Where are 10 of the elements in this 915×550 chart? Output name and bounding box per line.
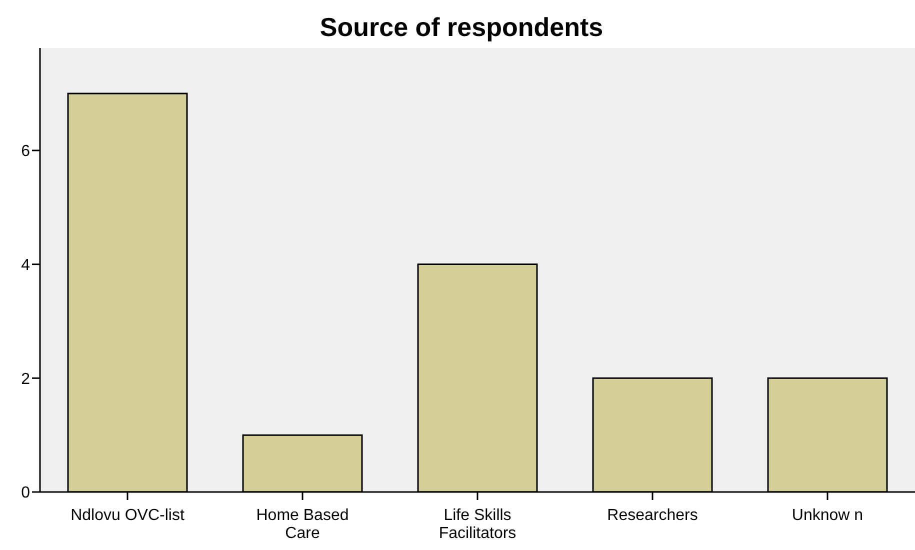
x-tick-label: Unknow n (792, 507, 864, 524)
x-tick-label: Home Based Care (256, 507, 349, 542)
x-tick-label: Ndlovu OVC-list (70, 507, 185, 524)
y-tick-label: 0 (21, 484, 30, 502)
y-tick-label: 2 (21, 370, 30, 388)
x-tick-label: Life Skills Facilitators (438, 507, 516, 542)
chart-title: Source of respondents (318, 11, 604, 44)
y-tick-label: 6 (21, 143, 30, 160)
x-tick-label: Researchers (607, 507, 698, 524)
y-tick-label: 4 (21, 256, 30, 274)
